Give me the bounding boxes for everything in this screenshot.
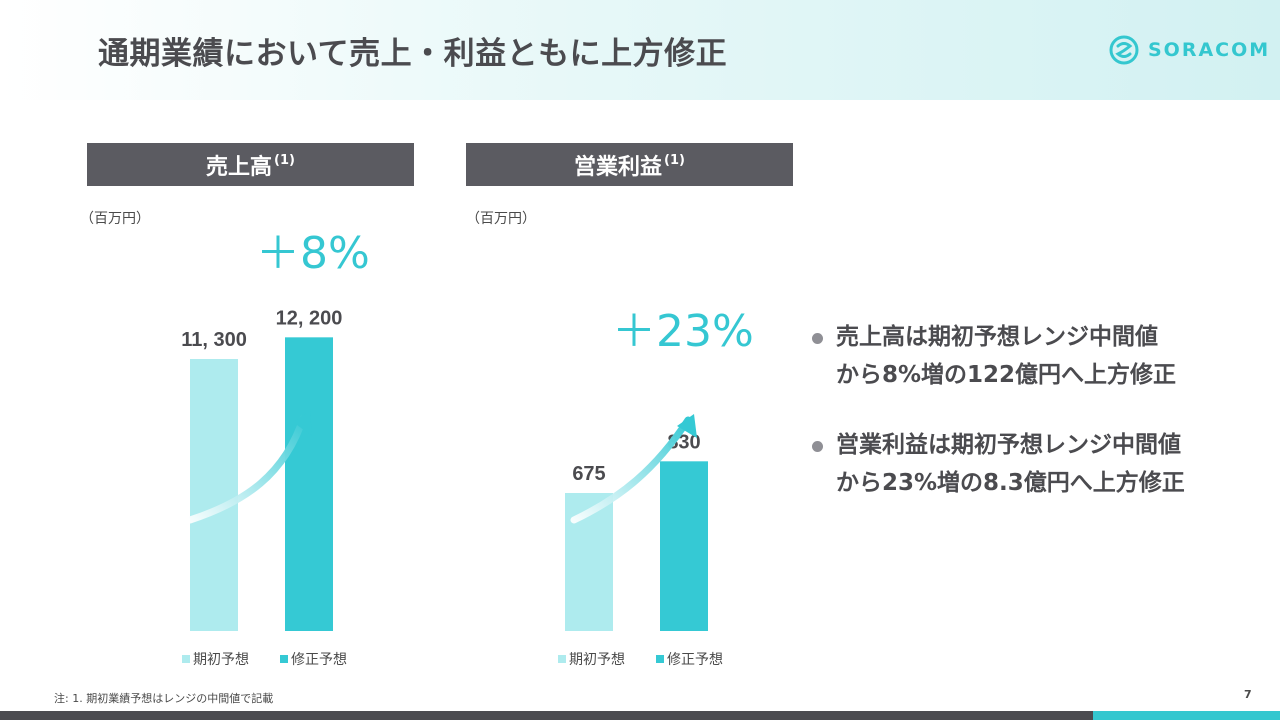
growth-label-sales: ＋8% (256, 228, 370, 279)
growth-label-profit: ＋23% (612, 306, 754, 357)
growth-arrow-icon (570, 416, 692, 524)
data-label: 12, 200 (276, 307, 343, 329)
data-label: 675 (572, 463, 605, 485)
bullet-item: 営業利益は期初予想レンジ中間値 から23%増の8.3億円へ上方修正 (808, 426, 1256, 502)
bullet-line: から23%増の8.3億円へ上方修正 (836, 470, 1185, 496)
legend-swatch (182, 655, 190, 663)
legend-swatch (280, 655, 288, 663)
legend-label: 修正予想 (291, 652, 347, 668)
bar-forecast (190, 359, 238, 631)
legend-label: 期初予想 (193, 651, 249, 668)
panel-title-sales: 売上高 (1) (87, 143, 414, 186)
bar-revised (660, 461, 708, 631)
panel-title-profit: 営業利益 (1) (466, 143, 793, 186)
panel-title-text: 売上高 (206, 154, 273, 180)
legend-label: 期初予想 (569, 651, 625, 668)
growth-arrowhead-icon (293, 411, 312, 436)
panel-title-note: (1) (664, 153, 685, 168)
footer-accent-bar (1093, 711, 1280, 720)
growth-arrowhead-icon (677, 414, 697, 438)
bullet-line: から8%増の122億円へ上方修正 (836, 362, 1177, 388)
unit-label-profit: （百万円） (466, 211, 536, 227)
data-label: 11, 300 (181, 329, 247, 351)
footnote: 注: 1. 期初業績予想はレンジの中間値で記載 (54, 692, 274, 705)
bullet-line: 営業利益は期初予想レンジ中間値 (836, 432, 1181, 458)
bar-revised (285, 337, 333, 631)
panel-title-text: 営業利益 (574, 154, 663, 180)
legend-label: 修正予想 (667, 652, 723, 668)
logo-text: SORACOM (1148, 39, 1271, 61)
bullet-dot-icon (812, 333, 823, 344)
soracom-logo-icon (1109, 35, 1139, 65)
bullet-dot-icon (812, 441, 823, 452)
header-band (0, 0, 1280, 100)
unit-label-sales: （百万円） (80, 211, 150, 227)
legend-swatch (656, 655, 664, 663)
soracom-logo: SORACOM (1108, 34, 1270, 66)
bullet-item: 売上高は期初予想レンジ中間値 から8%増の122億円へ上方修正 (808, 318, 1256, 394)
sales-chart: 11, 300 12, 200 期初予想 修正予想 (181, 307, 347, 668)
panel-title-note: (1) (274, 153, 295, 168)
bullet-list: 売上高は期初予想レンジ中間値 から8%増の122億円へ上方修正 営業利益は期初予… (808, 318, 1256, 534)
footer-bar (0, 711, 1093, 720)
page-title: 通期業績において売上・利益ともに上方修正 (98, 36, 728, 72)
page-number: 7 (1244, 688, 1252, 701)
bullet-line: 売上高は期初予想レンジ中間値 (836, 324, 1158, 350)
growth-arrow-icon (186, 412, 308, 524)
legend-swatch (558, 655, 566, 663)
